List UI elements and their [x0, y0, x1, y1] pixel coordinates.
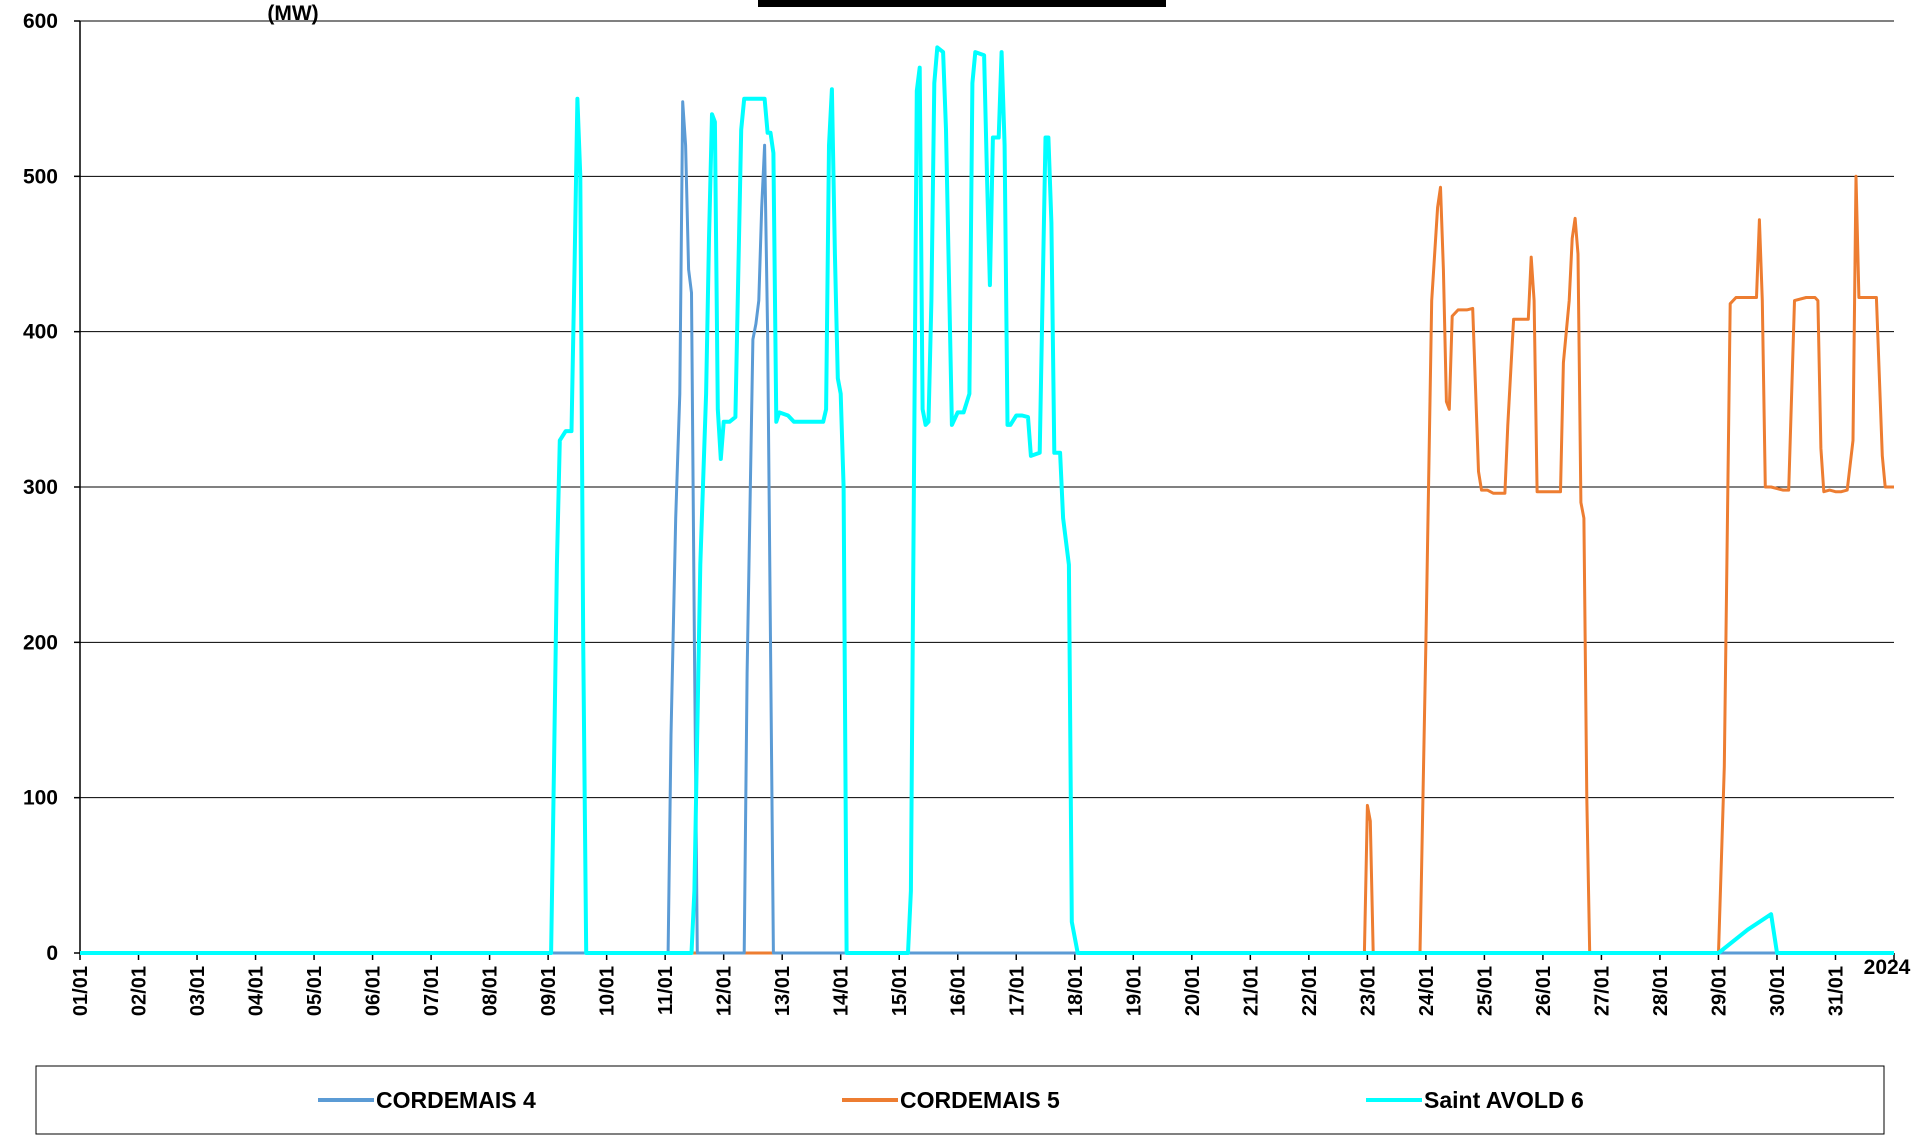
x-tick-labels: 01/01 02/01 03/01 04/01 05/01 06/01 07/01 08/01… — [70, 966, 1847, 1016]
y-tick-label: 600 — [23, 10, 58, 33]
x-tick-label: 16/01 — [948, 966, 970, 1016]
x-tick-label: 21/01 — [1240, 966, 1262, 1016]
x-tick-label: 11/01 — [655, 966, 677, 1015]
x-tick-label: 15/01 — [889, 966, 911, 1016]
series-line-1 — [80, 100, 1894, 955]
y-tick-label: 0 — [46, 942, 58, 965]
y-tick-label: 100 — [23, 787, 58, 810]
x-tick-label: 25/01 — [1474, 966, 1496, 1016]
legend-label-1: CORDEMAIS 4 — [376, 1087, 536, 1113]
y-tick-label: 400 — [23, 321, 58, 344]
x-tick-label: 13/01 — [772, 966, 794, 1016]
x-tick-label: 02/01 — [129, 966, 151, 1016]
x-tick-label: 26/01 — [1533, 966, 1555, 1016]
x-tick-label: 28/01 — [1650, 966, 1672, 1016]
x-tick-label: 12/01 — [714, 966, 736, 1016]
legend-label-3: Saint AVOLD 6 — [1424, 1087, 1584, 1113]
x-tick-label: 05/01 — [304, 966, 326, 1016]
year-label: 2024 — [1864, 956, 1911, 979]
x-tick-label: 30/01 — [1767, 966, 1789, 1016]
axes — [74, 20, 1895, 960]
x-tick-label: 03/01 — [187, 966, 209, 1016]
x-tick-label: 27/01 — [1591, 966, 1613, 1016]
x-tick-label: 20/01 — [1182, 966, 1204, 1016]
plot-lines — [80, 45, 1894, 955]
y-tick-labels: 0 100 200 300 400 500 600 — [23, 10, 58, 965]
series-line-3 — [80, 45, 1894, 955]
x-tick-label: 08/01 — [480, 966, 502, 1016]
x-tick-label: 23/01 — [1357, 966, 1379, 1016]
x-tick-label: 07/01 — [421, 966, 443, 1016]
x-tick-label: 18/01 — [1065, 966, 1087, 1016]
x-tick-label: 04/01 — [246, 966, 268, 1016]
legend: CORDEMAIS 4 CORDEMAIS 5 Saint AVOLD 6 — [318, 1087, 1584, 1113]
x-tick-label: 17/01 — [1006, 966, 1028, 1016]
x-tick-label: 22/01 — [1299, 966, 1321, 1016]
x-tick-label: 01/01 — [70, 966, 92, 1016]
ylabel-background — [110, 0, 478, 18]
legend-label-2: CORDEMAIS 5 — [900, 1087, 1060, 1113]
y-tick-label: 200 — [23, 631, 58, 654]
series-line-2 — [80, 174, 1894, 955]
y-axis-label: (MW) — [267, 2, 318, 25]
x-tick-label: 19/01 — [1123, 966, 1145, 1016]
x-tick-label: 09/01 — [538, 966, 560, 1016]
x-tick-label: 14/01 — [831, 966, 853, 1016]
x-tick-label: 29/01 — [1708, 966, 1730, 1016]
x-tick-label: 24/01 — [1416, 966, 1438, 1016]
title-box — [758, 0, 1166, 7]
y-tick-label: 300 — [23, 476, 58, 499]
x-tick-label: 31/01 — [1825, 966, 1847, 1016]
x-tick-label: 06/01 — [363, 966, 385, 1016]
y-tick-label: 500 — [23, 165, 58, 188]
x-tick-label: 10/01 — [597, 966, 619, 1016]
